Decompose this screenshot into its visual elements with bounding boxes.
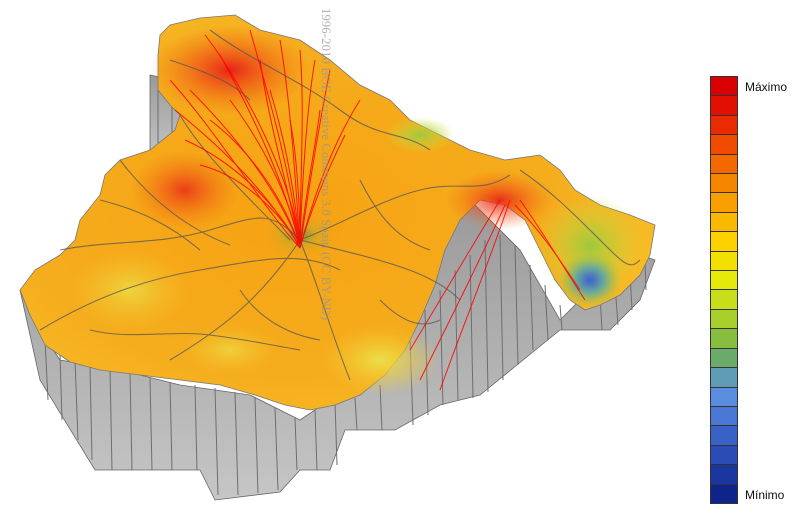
legend-min-label: Mínimo [745,488,785,502]
flow-lines [169,29,586,391]
legend-swatch [711,232,737,251]
legend-swatch [711,96,737,115]
legend-swatch [711,271,737,290]
legend-swatch [711,387,737,406]
legend-swatch [711,368,737,387]
legend-swatch [711,212,737,232]
color-legend: Máximo Mínimo [700,0,796,507]
elevation-surface [19,14,656,411]
legend-swatch [711,174,737,193]
legend-swatch [711,465,737,484]
road-network [39,29,641,381]
legend-swatch [711,77,737,96]
legend-swatch [711,193,737,212]
legend-swatch [711,348,737,368]
legend-swatch [711,426,737,445]
terrain-3d-map [19,14,656,501]
legend-swatch [711,329,737,348]
legend-swatch [711,135,737,154]
legend-swatch [711,154,737,174]
legend-color-ramp [710,76,738,504]
legend-swatch [711,309,737,329]
legend-max-label: Máximo [745,80,788,94]
legend-swatch [711,290,737,309]
legend-swatch [711,445,737,465]
map-view[interactable]: 1996-2010 BOE Creative Commons 3.0 Spain… [0,0,700,507]
legend-swatch [711,406,737,426]
legend-swatch [711,251,737,271]
legend-swatch [711,115,737,135]
legend-swatch [711,484,737,503]
